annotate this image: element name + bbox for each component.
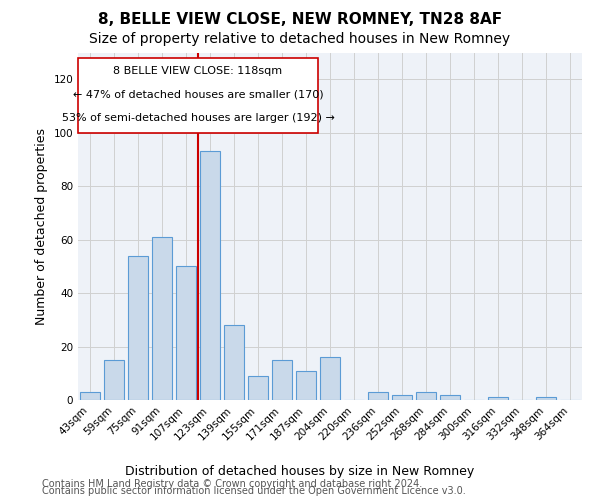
Bar xyxy=(488,398,508,400)
Text: Size of property relative to detached houses in New Romney: Size of property relative to detached ho… xyxy=(89,32,511,46)
Bar xyxy=(416,392,436,400)
Bar xyxy=(128,256,148,400)
Bar xyxy=(248,376,268,400)
Bar xyxy=(536,398,556,400)
Text: Contains HM Land Registry data © Crown copyright and database right 2024.: Contains HM Land Registry data © Crown c… xyxy=(42,479,422,489)
Bar xyxy=(392,394,412,400)
Text: 53% of semi-detached houses are larger (192) →: 53% of semi-detached houses are larger (… xyxy=(62,112,334,122)
Bar xyxy=(176,266,196,400)
Y-axis label: Number of detached properties: Number of detached properties xyxy=(35,128,48,325)
Bar xyxy=(320,357,340,400)
Text: Distribution of detached houses by size in New Romney: Distribution of detached houses by size … xyxy=(125,465,475,478)
Bar xyxy=(368,392,388,400)
Bar xyxy=(224,325,244,400)
Text: ← 47% of detached houses are smaller (170): ← 47% of detached houses are smaller (17… xyxy=(73,89,323,99)
Bar xyxy=(152,237,172,400)
Text: Contains public sector information licensed under the Open Government Licence v3: Contains public sector information licen… xyxy=(42,486,466,496)
Bar xyxy=(200,152,220,400)
Bar xyxy=(440,394,460,400)
Bar xyxy=(272,360,292,400)
Bar xyxy=(104,360,124,400)
FancyBboxPatch shape xyxy=(78,58,318,132)
Bar xyxy=(80,392,100,400)
Bar xyxy=(296,370,316,400)
Text: 8 BELLE VIEW CLOSE: 118sqm: 8 BELLE VIEW CLOSE: 118sqm xyxy=(113,66,283,76)
Text: 8, BELLE VIEW CLOSE, NEW ROMNEY, TN28 8AF: 8, BELLE VIEW CLOSE, NEW ROMNEY, TN28 8A… xyxy=(98,12,502,28)
